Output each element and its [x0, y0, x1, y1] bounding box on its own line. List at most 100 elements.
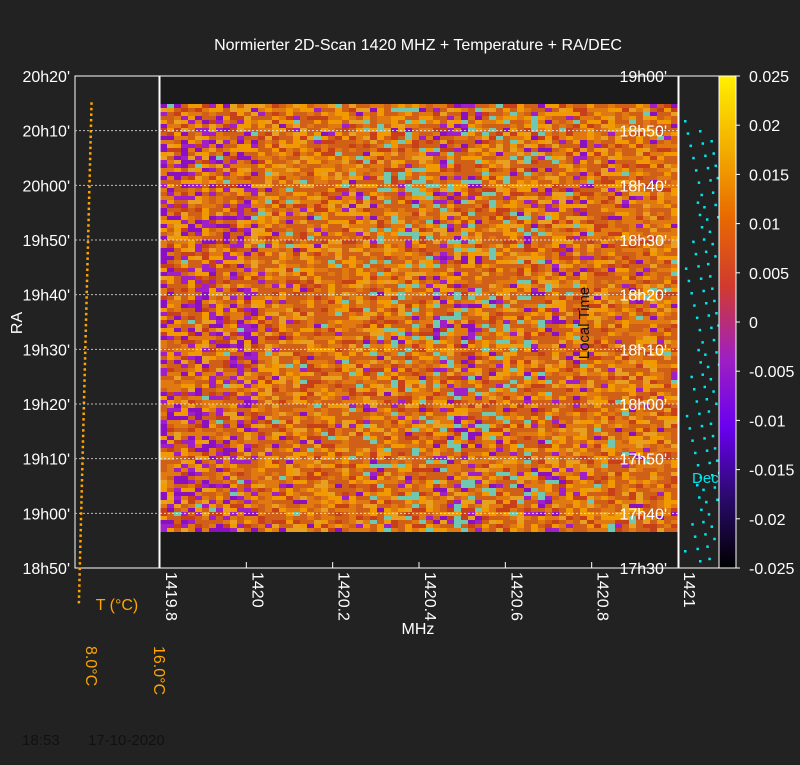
dec-point: [715, 312, 718, 315]
dec-point: [704, 386, 707, 389]
frequency-tick-label: 1421: [680, 572, 697, 608]
dec-point: [696, 400, 699, 403]
dec-point: [699, 560, 702, 563]
temperature-point: [88, 197, 91, 200]
dec-point: [704, 533, 707, 536]
local-time-tick-label: 18h30': [619, 233, 667, 250]
local-time-tick-label: 18h50': [619, 124, 667, 141]
colorbar-tick-label: 0.025: [749, 69, 789, 86]
colorbar-tick-label: -0.005: [749, 364, 794, 381]
dec-point: [703, 206, 706, 209]
ra-tick-label: 19h30': [22, 342, 70, 359]
dec-point: [711, 525, 714, 528]
dec-point: [699, 214, 702, 217]
temperature-point: [78, 579, 81, 582]
temperature-point: [81, 462, 84, 465]
temperature-point: [81, 485, 84, 488]
dec-point: [693, 388, 696, 391]
dec-point: [716, 459, 719, 462]
temperature-point: [78, 590, 81, 593]
dec-point: [710, 327, 713, 330]
dec-point: [702, 489, 705, 492]
dec-point: [705, 302, 708, 305]
temperature-point: [78, 573, 81, 576]
temperature-point: [83, 390, 86, 393]
temperature-point: [84, 346, 87, 349]
dec-point: [692, 157, 695, 160]
temperature-point: [80, 518, 83, 521]
dec-point: [709, 179, 712, 182]
dec-point: [697, 349, 700, 352]
temperature-point: [82, 435, 85, 438]
ra-axis-label: RA: [9, 312, 26, 335]
dec-point: [710, 423, 713, 426]
dec-point: [697, 464, 700, 467]
dec-point: [706, 449, 709, 452]
temperature-point: [82, 413, 85, 416]
dec-point: [701, 341, 704, 344]
temperature-point: [89, 163, 92, 166]
dec-point: [705, 501, 708, 504]
temperature-point: [87, 224, 90, 227]
colorbar-ticks: -0.025-0.02-0.015-0.01-0.00500.0050.010.…: [736, 69, 794, 578]
local-time-axis-label: Local Time: [576, 287, 593, 360]
dec-point: [708, 558, 711, 561]
dec-point: [707, 263, 710, 266]
dec-point: [712, 191, 715, 194]
temperature-point: [89, 152, 92, 155]
ra-tick-label: 19h20': [22, 397, 70, 414]
temperature-point: [79, 551, 82, 554]
temperature-point: [84, 341, 87, 344]
temperature-point: [87, 246, 90, 249]
dec-point: [697, 265, 700, 268]
temperature-point: [86, 280, 89, 283]
dec-point: [711, 243, 714, 246]
colorbar-tick-label: -0.015: [749, 463, 794, 480]
dec-series: [684, 120, 722, 563]
frequency-tick-label: 1420.6: [507, 572, 524, 621]
dec-point: [698, 181, 701, 184]
ra-axis: 18h50'19h00'19h10'19h20'19h30'19h40'19h5…: [22, 69, 70, 578]
temperature-point: [88, 202, 91, 205]
dec-point: [709, 275, 712, 278]
dec-point: [699, 130, 702, 133]
frequency-axis-label: MHz: [402, 621, 435, 638]
temperature-point: [90, 102, 93, 105]
ra-tick-label: 19h10': [22, 452, 70, 469]
dec-point: [703, 437, 706, 440]
temperature-point: [78, 601, 81, 604]
temperature-point: [90, 113, 93, 116]
ra-tick-label: 19h50': [22, 233, 70, 250]
dec-point: [700, 509, 703, 512]
local-time-tick-label: 18h10': [619, 342, 667, 359]
dec-point: [698, 496, 701, 499]
dec-point: [700, 194, 703, 197]
dec-point: [708, 513, 711, 516]
dec-point: [694, 452, 697, 455]
temperature-point: [89, 169, 92, 172]
local-time-tick-label: 18h20': [619, 288, 667, 305]
temperature-point: [83, 374, 86, 377]
dec-point: [690, 292, 693, 295]
dec-point: [697, 201, 700, 204]
dec-point: [701, 373, 704, 376]
temperature-point: [83, 379, 86, 382]
dec-point: [694, 535, 697, 538]
ra-tick-label: 20h00': [22, 178, 70, 195]
colorbar-tick-label: -0.01: [749, 413, 786, 430]
dec-point: [686, 415, 689, 418]
temperature-point: [80, 507, 83, 510]
temperature-point: [82, 429, 85, 432]
temperature-point: [87, 235, 90, 238]
dec-point: [712, 390, 715, 393]
temperature-point: [85, 313, 88, 316]
footer-time: 18:53: [22, 732, 60, 749]
temperature-point: [85, 318, 88, 321]
temperature-point: [82, 440, 85, 443]
temperature-point: [82, 424, 85, 427]
temperature-point: [84, 335, 87, 338]
dec-point: [711, 287, 714, 290]
temperature-point: [78, 595, 81, 598]
